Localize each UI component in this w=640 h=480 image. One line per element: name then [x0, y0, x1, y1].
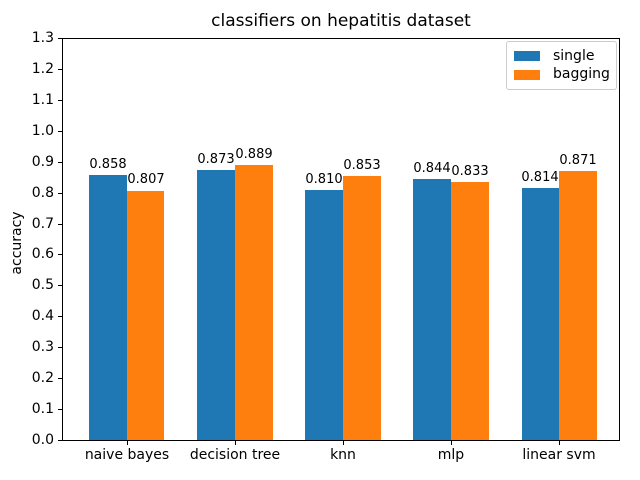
- x-tick-label-knn: knn: [330, 447, 356, 463]
- y-tick-label: 0.2: [31, 370, 54, 386]
- bar-value-label: 0.844: [413, 161, 451, 176]
- legend-label-single: single: [553, 47, 595, 64]
- y-tick-mark: [58, 162, 62, 163]
- y-tick-mark: [58, 224, 62, 225]
- y-tick-mark: [58, 440, 62, 441]
- bar-value-label: 0.858: [89, 157, 127, 172]
- bar-value-label: 0.853: [343, 158, 381, 173]
- chart-title: classifiers on hepatitis dataset: [211, 11, 471, 31]
- y-tick-label: 1.1: [31, 92, 54, 108]
- y-tick-label: 0.3: [31, 339, 54, 355]
- y-tick-label: 0.4: [31, 308, 54, 324]
- y-tick-mark: [58, 254, 62, 255]
- legend-swatch-single: [514, 51, 540, 62]
- y-tick-mark: [58, 285, 62, 286]
- y-tick-label: 1.3: [31, 30, 54, 46]
- y-tick-label: 1.0: [31, 123, 54, 139]
- bar-bagging-decision-tree: [234, 165, 273, 440]
- y-tick-mark: [58, 409, 62, 410]
- legend-swatch-bagging: [514, 69, 540, 80]
- bar-bagging-naive-bayes: [126, 190, 165, 440]
- x-tick-mark: [451, 441, 452, 445]
- x-tick-mark: [235, 441, 236, 445]
- bar-value-label: 0.873: [197, 152, 235, 167]
- y-tick-label: 0.7: [31, 216, 54, 232]
- y-tick-mark: [58, 100, 62, 101]
- y-tick-mark: [58, 316, 62, 317]
- x-tick-label-decision-tree: decision tree: [189, 447, 281, 463]
- x-tick-mark: [127, 441, 128, 445]
- y-tick-mark: [58, 193, 62, 194]
- x-tick-label-linear-svm: linear svm: [522, 447, 596, 463]
- x-tick-label-naive-bayes: naive bayes: [84, 447, 170, 463]
- bar-value-label: 0.810: [305, 172, 343, 187]
- y-tick-mark: [58, 131, 62, 132]
- y-tick-label: 0.0: [31, 432, 54, 448]
- bar-single-knn: [305, 189, 343, 440]
- legend-label-bagging: bagging: [553, 66, 610, 83]
- y-tick-label: 0.5: [31, 277, 54, 293]
- y-tick-mark: [58, 347, 62, 348]
- y-tick-mark: [58, 69, 62, 70]
- x-tick-mark: [559, 441, 560, 445]
- legend-item-single: single: [514, 48, 609, 65]
- y-tick-label: 0.9: [31, 154, 54, 170]
- bar-value-label: 0.889: [235, 147, 273, 162]
- bar-value-label: 0.833: [451, 164, 489, 179]
- legend-item-bagging: bagging: [514, 66, 610, 83]
- bar-value-label: 0.807: [127, 172, 165, 187]
- y-tick-mark: [58, 378, 62, 379]
- bar-bagging-knn: [343, 176, 381, 440]
- x-tick-label-mlp: mlp: [437, 447, 465, 463]
- bar-bagging-linear-svm: [559, 170, 598, 440]
- y-tick-mark: [58, 38, 62, 39]
- bar-single-mlp: [413, 179, 452, 440]
- y-tick-label: 0.6: [31, 246, 54, 262]
- legend: single bagging: [506, 41, 617, 90]
- bar-single-naive-bayes: [88, 174, 127, 440]
- bar-value-label: 0.871: [559, 153, 597, 168]
- y-tick-label: 0.1: [31, 401, 54, 417]
- y-tick-label: 0.8: [31, 185, 54, 201]
- y-tick-label: 1.2: [31, 61, 54, 77]
- bar-bagging-mlp: [451, 182, 489, 440]
- bar-single-linear-svm: [521, 188, 560, 440]
- x-tick-mark: [343, 441, 344, 445]
- plot-area: [62, 38, 620, 441]
- bar-value-label: 0.814: [521, 170, 559, 185]
- bar-single-decision-tree: [197, 170, 235, 440]
